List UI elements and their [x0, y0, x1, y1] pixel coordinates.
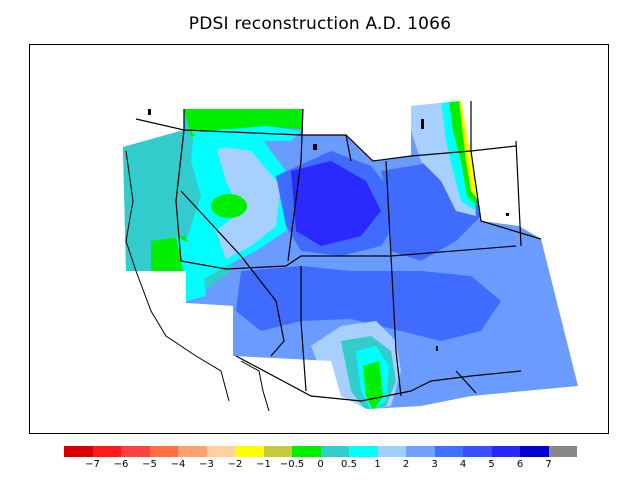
- colorbar-tick-label: −7: [85, 459, 100, 470]
- lake-marker: [421, 119, 424, 129]
- small-lakes: [148, 109, 509, 351]
- colorbar-swatch: [377, 446, 406, 457]
- coastline-baja: [240, 360, 270, 412]
- coastline-pacific: [125, 150, 230, 402]
- border-az: [300, 266, 307, 392]
- colorbar-tick-label: −1: [256, 459, 271, 470]
- border-mid-lat: [180, 245, 517, 270]
- colorbar-tick-label: 5: [488, 459, 495, 470]
- field-center-strong: [291, 161, 381, 246]
- colorbar-swatch: [92, 446, 121, 457]
- colorbar-tick-label: 4: [459, 459, 467, 470]
- colorbar-tick-label: −6: [113, 459, 129, 470]
- colorbar-tick-label: −3: [199, 459, 214, 470]
- field-nw-pale: [216, 146, 281, 259]
- border-ca-nv: [180, 190, 285, 357]
- map-title: PDSI reconstruction A.D. 1066: [188, 14, 452, 34]
- field-nw-green: [211, 194, 247, 218]
- lake-marker: [148, 109, 151, 115]
- colorbar-tick-label: −5: [142, 459, 157, 470]
- colorbar-swatch: [149, 446, 178, 457]
- field-sw-cyan: [176, 236, 206, 301]
- border-east-states: [470, 101, 542, 240]
- colorbar-swatch: [320, 446, 349, 457]
- colorbar-tick-label: 2: [402, 459, 410, 470]
- colorbar-swatch: [64, 446, 93, 457]
- border-mt-north: [345, 134, 352, 162]
- lake-marker: [506, 213, 509, 216]
- colorbar: [64, 446, 577, 457]
- colorbar-swatch: [178, 446, 207, 457]
- colorbar-tick-label: 3: [431, 459, 438, 470]
- field-north-green: [184, 109, 303, 136]
- colorbar-swatch: [548, 446, 577, 457]
- colorbar-tick-label: −4: [170, 459, 186, 470]
- colorbar-tick-label: −0.5: [279, 459, 305, 470]
- colorbar-labels: −7 −6 −5 −4 −3 −2 −1 −0.5 0 0.5 1 2 3 4 5 6 7: [0, 459, 640, 473]
- colorbar-tick-label: 0: [317, 459, 324, 470]
- colorbar-swatch: [463, 446, 492, 457]
- colorbar-swatch: [349, 446, 378, 457]
- map-boundaries: [125, 101, 542, 412]
- colorbar-swatch: [520, 446, 549, 457]
- border-canada-west: [135, 109, 185, 131]
- border-nm-tx: [410, 370, 522, 392]
- border-mexico: [235, 355, 412, 402]
- lake-marker: [313, 144, 317, 150]
- colorbar-swatch: [206, 446, 235, 457]
- lake-marker: [436, 346, 438, 351]
- colorbar-swatch: [406, 446, 435, 457]
- colorbar-swatch: [434, 446, 463, 457]
- border-ut-co: [385, 160, 402, 397]
- colorbar-swatch: [121, 446, 150, 457]
- pdsi-map: [30, 101, 578, 431]
- colorbar-tick-label: 7: [545, 459, 552, 470]
- colorbar-tick-label: −2: [227, 459, 243, 470]
- colorbar-tick-label: 1: [374, 459, 381, 470]
- field-south-mid: [236, 266, 501, 341]
- border-tx-corner: [455, 370, 477, 394]
- map-frame: [29, 44, 609, 434]
- colorbar-tick-label: 0.5: [341, 459, 357, 470]
- colorbar-swatch: [491, 446, 520, 457]
- colorbar-tick-label: 6: [516, 459, 524, 470]
- border-wa-or: [175, 129, 185, 262]
- colorbar-swatch: [235, 446, 264, 457]
- field-north-cyan: [191, 126, 301, 151]
- colorbar-swatch: [263, 446, 292, 457]
- colorbar-swatch: [292, 446, 321, 457]
- border-id-mt: [287, 108, 304, 262]
- pacific-and-mexico-mask: [30, 271, 367, 431]
- border-nd-sd: [515, 140, 522, 247]
- field-south-green: [363, 361, 383, 409]
